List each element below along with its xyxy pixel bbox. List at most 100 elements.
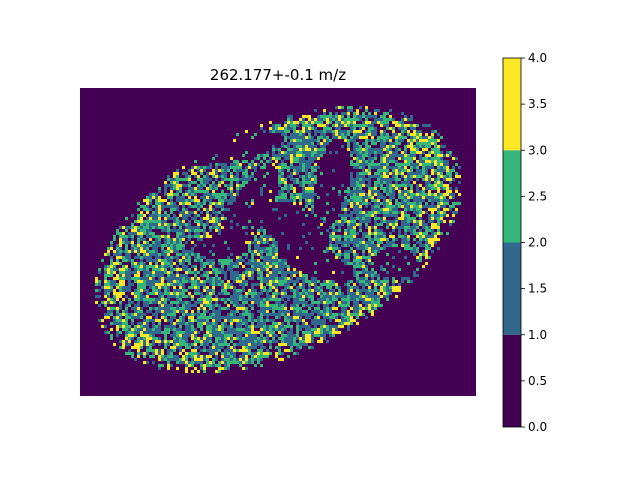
heatmap-pixel <box>434 217 437 220</box>
heatmap-pixel <box>158 292 161 295</box>
heatmap-pixel <box>218 205 221 208</box>
heatmap-pixel <box>143 319 146 322</box>
heatmap-pixel <box>386 133 389 136</box>
heatmap-pixel <box>194 256 197 259</box>
heatmap-pixel <box>209 271 212 274</box>
heatmap-pixel <box>410 160 413 163</box>
heatmap-pixel <box>410 133 413 136</box>
heatmap-pixel <box>161 247 164 250</box>
heatmap-pixel <box>260 331 263 334</box>
heatmap-pixel <box>416 223 419 226</box>
heatmap-pixel <box>152 232 155 235</box>
heatmap-pixel <box>128 316 131 319</box>
heatmap-pixel <box>152 313 155 316</box>
heatmap-pixel <box>221 259 224 262</box>
heatmap-pixel <box>386 175 389 178</box>
heatmap-pixel <box>401 196 404 199</box>
heatmap-pixel <box>140 298 143 301</box>
heatmap-pixel <box>122 310 125 313</box>
heatmap-pixel <box>191 172 194 175</box>
heatmap-pixel <box>308 181 311 184</box>
heatmap-pixel <box>389 172 392 175</box>
heatmap-pixel <box>131 322 134 325</box>
heatmap-pixel <box>335 223 338 226</box>
heatmap-pixel <box>143 232 146 235</box>
heatmap-pixel <box>101 301 104 304</box>
heatmap-pixel <box>410 229 413 232</box>
heatmap-pixel <box>425 187 428 190</box>
heatmap-pixel <box>305 277 308 280</box>
heatmap-pixel <box>260 319 263 322</box>
heatmap-pixel <box>104 313 107 316</box>
heatmap-pixel <box>284 301 287 304</box>
heatmap-pixel <box>434 151 437 154</box>
heatmap-pixel <box>287 268 290 271</box>
heatmap-pixel <box>425 163 428 166</box>
heatmap-pixel <box>374 235 377 238</box>
heatmap-pixel <box>122 250 125 253</box>
heatmap-pixel <box>194 271 197 274</box>
heatmap-pixel <box>371 163 374 166</box>
heatmap-pixel <box>104 295 107 298</box>
heatmap-pixel <box>239 331 242 334</box>
heatmap-pixel <box>158 199 161 202</box>
heatmap-pixel <box>212 262 215 265</box>
heatmap-pixel <box>173 220 176 223</box>
heatmap-pixel <box>158 214 161 217</box>
heatmap-pixel <box>260 289 263 292</box>
heatmap-pixel <box>374 286 377 289</box>
heatmap-pixel <box>347 322 350 325</box>
heatmap-pixel <box>152 283 155 286</box>
heatmap-pixel <box>104 280 107 283</box>
heatmap-pixel <box>293 193 296 196</box>
heatmap-pixel <box>263 289 266 292</box>
heatmap-pixel <box>356 124 359 127</box>
heatmap-pixel <box>410 226 413 229</box>
heatmap-pixel <box>416 202 419 205</box>
heatmap-pixel <box>125 277 128 280</box>
heatmap-pixel <box>386 157 389 160</box>
heatmap-pixel <box>224 355 227 358</box>
heatmap-pixel <box>434 208 437 211</box>
heatmap-pixel <box>347 286 350 289</box>
heatmap-pixel <box>380 208 383 211</box>
heatmap-pixel <box>188 295 191 298</box>
heatmap-pixel <box>416 232 419 235</box>
heatmap-pixel <box>326 301 329 304</box>
heatmap-pixel <box>182 256 185 259</box>
heatmap-pixel <box>278 277 281 280</box>
heatmap-pixel <box>323 148 326 151</box>
heatmap-pixel <box>263 286 266 289</box>
heatmap-pixel <box>410 208 413 211</box>
heatmap-pixel <box>308 295 311 298</box>
heatmap-pixel <box>221 196 224 199</box>
heatmap-pixel <box>221 352 224 355</box>
heatmap-pixel <box>203 295 206 298</box>
heatmap-pixel <box>371 175 374 178</box>
heatmap-pixel <box>332 334 335 337</box>
heatmap-pixel <box>173 355 176 358</box>
heatmap-pixel <box>191 319 194 322</box>
heatmap-pixel <box>440 220 443 223</box>
heatmap-pixel <box>425 262 428 265</box>
heatmap-pixel <box>443 205 446 208</box>
heatmap-pixel <box>203 265 206 268</box>
heatmap-pixel <box>224 367 227 370</box>
colorbar-tick-label: 1.5 <box>528 282 547 296</box>
heatmap-pixel <box>419 211 422 214</box>
heatmap-pixel <box>227 367 230 370</box>
heatmap-pixel <box>332 283 335 286</box>
heatmap-pixel <box>128 259 131 262</box>
heatmap-pixel <box>239 337 242 340</box>
heatmap-pixel <box>140 277 143 280</box>
heatmap-pixel <box>113 268 116 271</box>
heatmap-pixel <box>302 313 305 316</box>
heatmap-pixel <box>308 232 311 235</box>
heatmap-pixel <box>368 298 371 301</box>
heatmap-pixel <box>266 154 269 157</box>
heatmap-pixel <box>299 133 302 136</box>
heatmap-pixel <box>272 253 275 256</box>
heatmap-pixel <box>233 214 236 217</box>
heatmap-pixel <box>182 295 185 298</box>
heatmap-pixel <box>164 289 167 292</box>
